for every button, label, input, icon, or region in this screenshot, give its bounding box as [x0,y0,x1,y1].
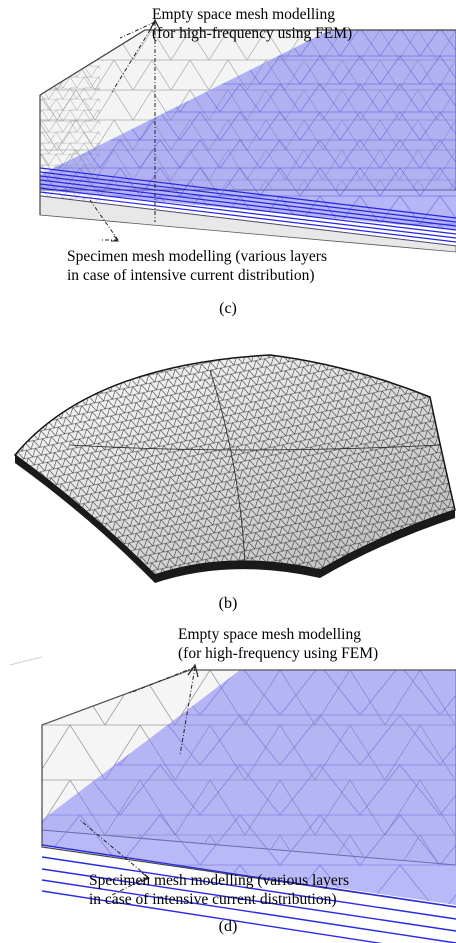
panel-d-empty-space-label-line2: (for high-frequency using FEM) [178,645,379,662]
panel-d: Empty space mesh modelling (for high-fre… [0,615,456,943]
panel-c-specimen-label-line1: Specimen mesh modelling (various layers [67,248,327,265]
panel-c-empty-space-label-line1: Empty space mesh modelling [152,6,335,23]
panel-d-caption: (d) [218,918,238,935]
panel-d-specimen-label-line2: in case of intensive current distributio… [89,891,337,908]
specimen-layers [39,167,456,247]
panel-d-specimen-label-line1: Specimen mesh modelling (various layers [89,872,349,889]
specimen-pointer [89,199,119,241]
panel-c-specimen-label-line2: in case of intensive current distributio… [67,267,315,284]
panel-c-caption: (c) [219,300,237,317]
panel-c-empty-space-label-line2: (for high-frequency using FEM) [152,25,353,42]
panel-b-curved-specimen-mesh [13,354,456,583]
specimen-layers [41,844,456,943]
panel-d-mesh-figure [9,656,456,943]
panel-b: (b) [0,325,456,615]
specimen-pointer [79,819,149,896]
empty-space-pointer [111,21,156,222]
panel-c-mesh-figure [39,18,456,253]
panel-d-empty-space-label-line1: Empty space mesh modelling [178,626,361,643]
empty-space-pointer [129,666,196,756]
panel-b-caption: (b) [218,595,238,612]
panel-c: Empty space mesh modelling (for high-fre… [0,0,456,325]
